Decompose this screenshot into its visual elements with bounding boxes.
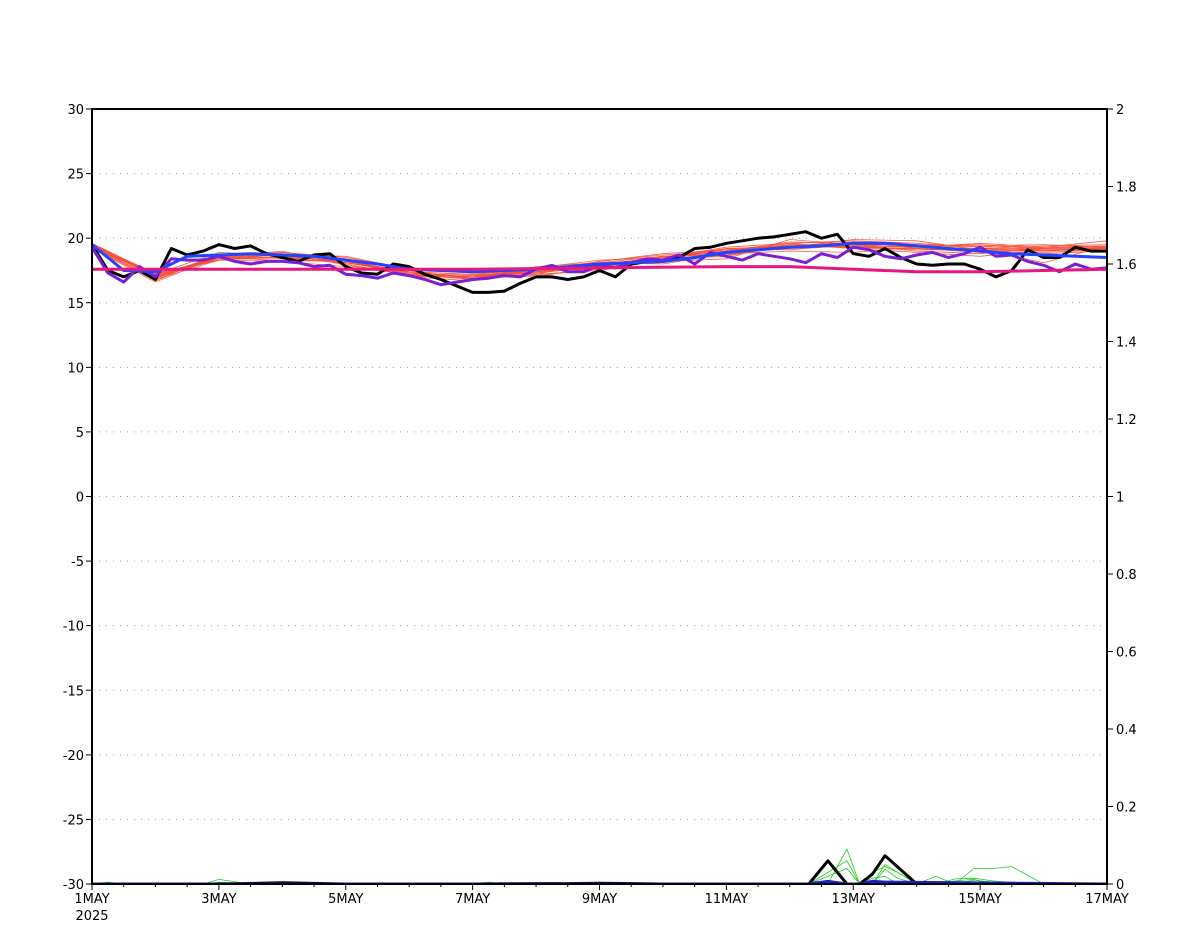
- y-tick-label: -20: [63, 749, 84, 764]
- x-tick-sublabel: 2025: [75, 909, 108, 924]
- series-line-3: [92, 265, 1107, 274]
- x-tick-label: 11MAY: [705, 892, 749, 907]
- x-tick-label: 5MAY: [328, 892, 363, 907]
- y-tick-label: -5: [71, 555, 84, 570]
- series-line-2: [92, 241, 1107, 274]
- x-tick-label: 15MAY: [958, 892, 1002, 907]
- y-tick-label: -25: [63, 813, 84, 828]
- x-axis: 1MAY 2025 3MAY 5MAY 7MAY 9MAY 11MAY 13MAY 15MAY 1…: [74, 884, 1129, 924]
- y-tick-label: 5: [76, 426, 84, 441]
- y2-tick-label: 0: [1116, 878, 1124, 893]
- x-tick-label: 17MAY: [1085, 892, 1129, 907]
- y2-tick-label: 1.2: [1116, 413, 1137, 428]
- y2-tick-label: 0.6: [1116, 646, 1137, 661]
- y2-tick-label: 0.2: [1116, 801, 1137, 816]
- x-tick-label: 3MAY: [201, 892, 236, 907]
- y-tick-label: 10: [67, 361, 84, 376]
- series-line-4: [92, 854, 1107, 884]
- y2-tick-label: 1: [1116, 491, 1124, 506]
- x-tick-label: 7MAY: [455, 892, 490, 907]
- x-tick-label: 1MAY: [74, 892, 109, 907]
- x-tick-label: 9MAY: [582, 892, 617, 907]
- y-tick-label: 25: [67, 168, 84, 183]
- y-tick-label: -30: [63, 878, 84, 893]
- y-tick-label: 20: [67, 232, 84, 247]
- y2-tick-label: 1.4: [1116, 336, 1137, 351]
- y2-tick-label: 0.8: [1116, 568, 1137, 583]
- series-line-0: [92, 230, 1107, 294]
- x-tick-label: 13MAY: [831, 892, 875, 907]
- ensemble-precip-members: [92, 848, 1107, 884]
- y-tick-label: 15: [67, 297, 84, 312]
- right-y-axis: 2 1.8 1.6 1.4 1.2 1 0.8 0.6 0.4 0.2 0: [1107, 103, 1137, 893]
- y-tick-label: -10: [63, 620, 84, 635]
- y2-tick-label: 1.8: [1116, 181, 1137, 196]
- left-y-axis: 30 25 20 15 10 5 0 -5 -10 -15 -20 -25 -30: [63, 103, 92, 893]
- main-series: [92, 230, 1107, 884]
- y2-tick-label: 2: [1116, 103, 1124, 118]
- y-tick-label: 30: [67, 103, 84, 118]
- y-tick-label: 0: [76, 491, 84, 506]
- y2-tick-label: 1.6: [1116, 258, 1137, 273]
- ensemble-temp-line: [92, 240, 1107, 280]
- ensemble-precip-line: [92, 860, 1107, 884]
- y-tick-label: -15: [63, 684, 84, 699]
- y2-tick-label: 0.4: [1116, 723, 1137, 738]
- plot-frame: [91, 108, 1108, 885]
